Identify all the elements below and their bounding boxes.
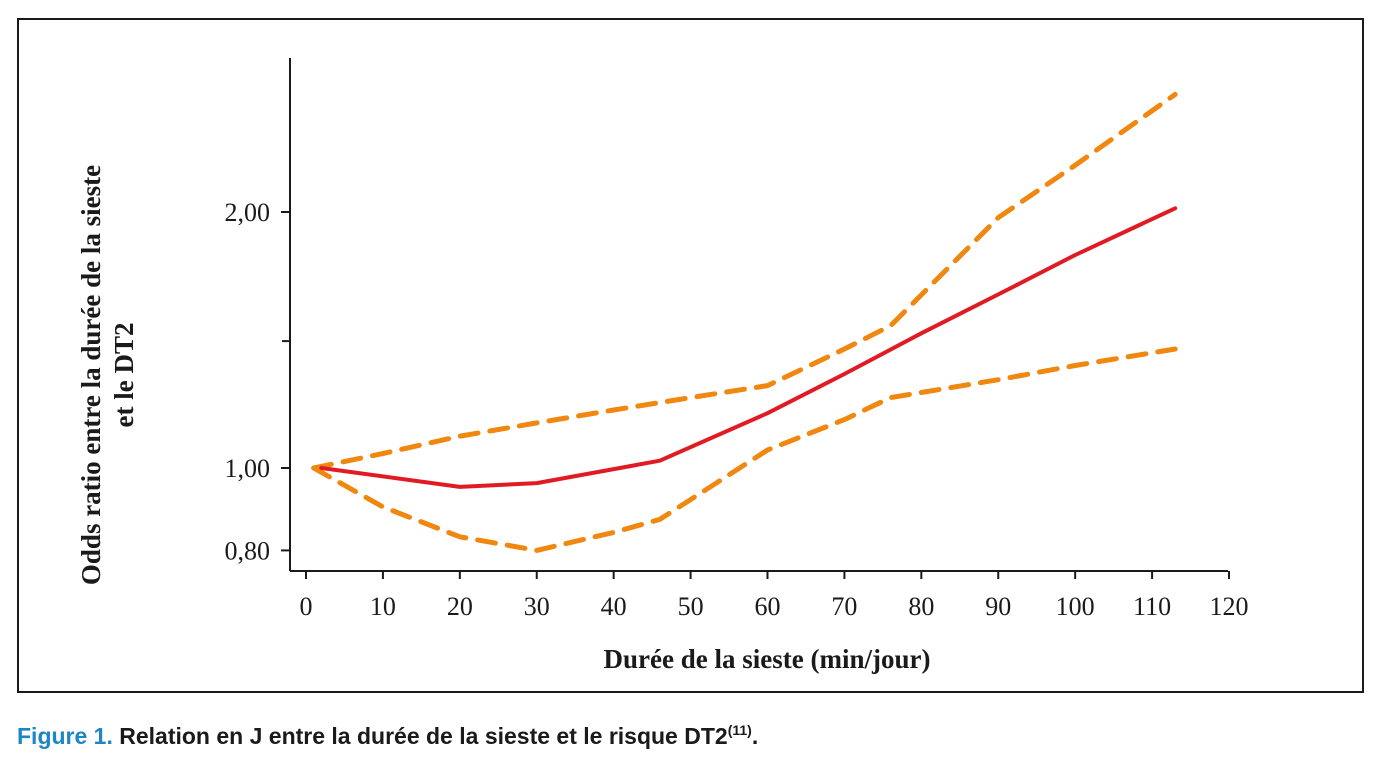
- y-tick-label: 0,80: [225, 536, 271, 565]
- x-tick-label: 10: [370, 592, 396, 621]
- x-tick-label: 110: [1133, 592, 1171, 621]
- x-tick-label: 30: [524, 592, 550, 621]
- figure-label: Figure 1.: [17, 723, 113, 749]
- figure-caption: Figure 1. Relation en J entre la durée d…: [17, 722, 758, 750]
- x-tick-label: 60: [755, 592, 781, 621]
- x-tick-label: 20: [447, 592, 473, 621]
- x-tick-label: 120: [1210, 592, 1249, 621]
- x-tick-label: 100: [1056, 592, 1095, 621]
- y-axis-title-line: et le DT2: [109, 323, 139, 428]
- y-axis-title: Odds ratio entre la durée de la sieste et…: [76, 165, 139, 585]
- caption-text: Relation en J entre la durée de la siest…: [119, 723, 728, 749]
- y-tick-label: 2,00: [225, 198, 271, 227]
- x-axis-title: Durée de la sieste (min/jour): [604, 644, 931, 674]
- chart: 0 10 20 30 40 50 60 70 80 90 100 110 120 0,80 1,00 2,00…: [76, 58, 1249, 674]
- chart-frame: 0 10 20 30 40 50 60 70 80 90 100 110 120 0,80 1,00 2,00…: [17, 18, 1364, 693]
- x-tick-label: 80: [908, 592, 934, 621]
- x-tick-label: 90: [985, 592, 1011, 621]
- x-tick-label: 70: [831, 592, 857, 621]
- series-line-upper-bound: [311, 91, 1178, 471]
- y-axis-title-line: Odds ratio entre la durée de la sieste: [76, 165, 106, 585]
- x-tick-label: 50: [678, 592, 704, 621]
- series-line-lower-bound: [311, 346, 1178, 553]
- y-tick-label: 1,00: [225, 454, 271, 483]
- x-tick-label: 40: [601, 592, 627, 621]
- x-tick-label: 0: [300, 592, 313, 621]
- series-line-estimate: [319, 206, 1178, 489]
- caption-reference: (11): [727, 722, 752, 738]
- caption-end: .: [751, 723, 759, 749]
